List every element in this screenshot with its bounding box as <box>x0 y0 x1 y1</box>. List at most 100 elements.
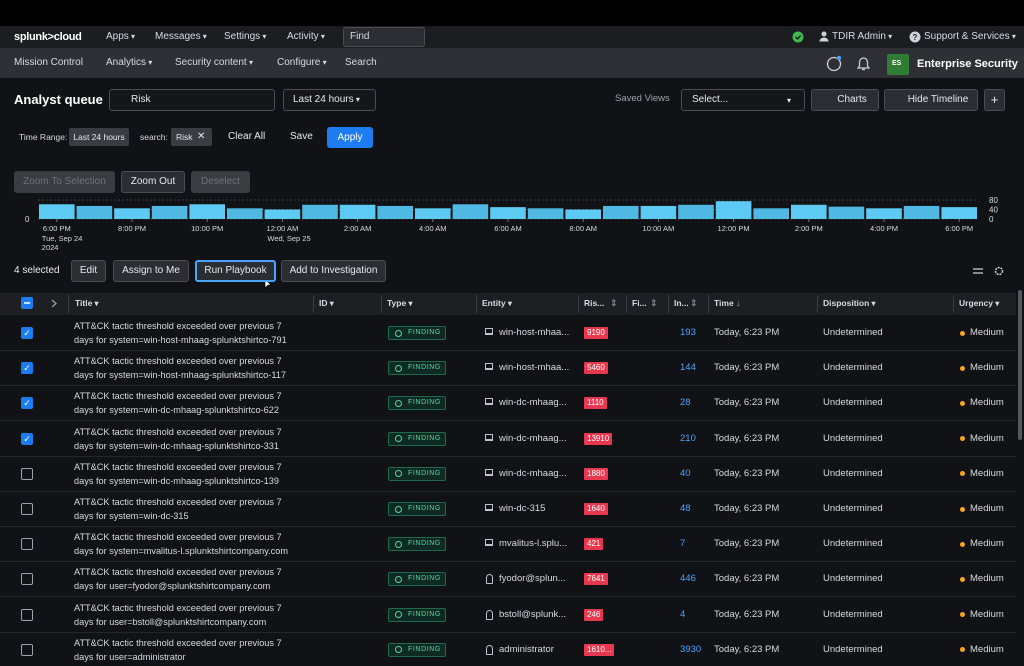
row-checkbox[interactable] <box>21 468 33 480</box>
timeline-bar[interactable] <box>265 210 301 220</box>
row-checkbox[interactable]: ✓ <box>21 362 33 374</box>
timeline-bar[interactable] <box>227 208 263 219</box>
column-header[interactable]: Urgency <box>959 296 999 311</box>
row-title[interactable]: days for system=win-host-mhaag-splunktsh… <box>74 368 286 382</box>
row-separator <box>0 526 1016 527</box>
intermediate-count[interactable]: 4 <box>680 608 685 622</box>
row-checkbox[interactable] <box>21 538 33 550</box>
row-title[interactable]: ATT&CK tactic threshold exceeded over pr… <box>74 601 282 615</box>
row-title[interactable]: ATT&CK tactic threshold exceeded over pr… <box>74 565 282 579</box>
row-title[interactable]: days for user=fyodor@splunktshirtcompany… <box>74 579 270 593</box>
entity[interactable]: administrator <box>499 643 554 657</box>
row-title[interactable]: days for user=administrator <box>74 650 186 664</box>
action-button[interactable]: Add to Investigation <box>281 260 386 282</box>
timeline-bar[interactable] <box>77 206 113 219</box>
timeline-bar[interactable] <box>114 208 150 219</box>
timeline-bar[interactable] <box>302 205 338 219</box>
row-title[interactable]: ATT&CK tactic threshold exceeded over pr… <box>74 460 282 474</box>
entity[interactable]: win-host-mhaa... <box>499 361 569 375</box>
intermediate-count[interactable]: 7 <box>680 537 685 551</box>
row-title[interactable]: ATT&CK tactic threshold exceeded over pr… <box>74 389 282 403</box>
timeline-bar[interactable] <box>829 207 865 219</box>
timeline-bar[interactable] <box>941 207 977 219</box>
entity[interactable]: win-dc-mhaag... <box>499 432 567 446</box>
row-title[interactable]: days for user=bstoll@splunktshirtcompany… <box>74 615 266 629</box>
entity[interactable]: win-dc-315 <box>499 502 545 516</box>
column-separator[interactable] <box>578 295 579 313</box>
intermediate-count[interactable]: 210 <box>680 432 696 446</box>
column-header[interactable]: Title <box>75 296 99 311</box>
column-header[interactable]: In... <box>674 296 689 310</box>
intermediate-count[interactable]: 48 <box>680 502 691 516</box>
timeline-bar[interactable] <box>753 208 789 219</box>
row-title[interactable]: days for system=win-dc-315 <box>74 509 189 523</box>
timeline-bar[interactable] <box>791 205 827 219</box>
timeline-bar[interactable] <box>603 206 639 219</box>
timeline-bar[interactable] <box>678 205 714 219</box>
timeline-bar[interactable] <box>415 208 451 219</box>
timeline-bar[interactable] <box>189 204 225 219</box>
timeline-bar[interactable] <box>528 208 564 219</box>
intermediate-count[interactable]: 28 <box>680 396 691 410</box>
timeline-bar[interactable] <box>152 206 188 219</box>
timeline-bar[interactable] <box>641 206 677 219</box>
intermediate-count[interactable]: 446 <box>680 572 696 586</box>
row-title[interactable]: ATT&CK tactic threshold exceeded over pr… <box>74 530 282 544</box>
entity[interactable]: win-dc-mhaag... <box>499 396 567 410</box>
row-title[interactable]: ATT&CK tactic threshold exceeded over pr… <box>74 354 282 368</box>
column-header[interactable]: Type <box>387 296 412 311</box>
column-separator[interactable] <box>953 295 954 313</box>
entity[interactable]: fyodor@splun... <box>499 572 566 586</box>
row-title[interactable]: ATT&CK tactic threshold exceeded over pr… <box>74 636 282 650</box>
row-checkbox[interactable]: ✓ <box>21 327 33 339</box>
column-separator[interactable] <box>817 295 818 313</box>
column-header[interactable]: Disposition <box>823 296 876 311</box>
timeline-bar[interactable] <box>340 205 376 219</box>
column-separator[interactable] <box>708 295 709 313</box>
row-checkbox[interactable] <box>21 609 33 621</box>
row-checkbox[interactable] <box>21 644 33 656</box>
timeline-bar[interactable] <box>866 208 902 219</box>
intermediate-count[interactable]: 40 <box>680 467 691 481</box>
row-checkbox[interactable]: ✓ <box>21 433 33 445</box>
column-header[interactable]: ID <box>319 296 334 311</box>
timeline-bar[interactable] <box>904 206 940 219</box>
action-button[interactable]: Run Playbook <box>195 260 276 282</box>
action-button[interactable]: Assign to Me <box>113 260 189 282</box>
column-separator[interactable] <box>668 295 669 313</box>
row-title[interactable]: days for system=win-dc-mhaag-splunktshir… <box>74 439 279 453</box>
row-title[interactable]: ATT&CK tactic threshold exceeded over pr… <box>74 495 282 509</box>
column-header[interactable]: Entity <box>482 296 512 311</box>
column-header[interactable]: Time <box>714 296 734 310</box>
column-separator[interactable] <box>476 295 477 313</box>
timeline-bar[interactable] <box>453 204 489 219</box>
entity[interactable]: bstoll@splunk... <box>499 608 566 622</box>
intermediate-count[interactable]: 3930 <box>680 643 701 657</box>
row-title[interactable]: ATT&CK tactic threshold exceeded over pr… <box>74 319 282 333</box>
row-checkbox[interactable] <box>21 503 33 515</box>
column-separator[interactable] <box>626 295 627 313</box>
timeline-bar[interactable] <box>490 207 526 219</box>
intermediate-count[interactable]: 193 <box>680 326 696 340</box>
action-button[interactable]: Edit <box>71 260 106 282</box>
column-separator[interactable] <box>68 295 69 313</box>
row-checkbox[interactable]: ✓ <box>21 397 33 409</box>
timeline-bar[interactable] <box>39 204 75 219</box>
timeline-bar[interactable] <box>716 201 752 219</box>
column-header[interactable]: Fi... <box>632 296 647 310</box>
row-checkbox[interactable] <box>21 573 33 585</box>
row-title[interactable]: ATT&CK tactic threshold exceeded over pr… <box>74 425 282 439</box>
column-header[interactable]: Ris... <box>584 296 604 310</box>
intermediate-count[interactable]: 144 <box>680 361 696 375</box>
timeline-bar[interactable] <box>565 210 601 220</box>
column-separator[interactable] <box>381 295 382 313</box>
row-title[interactable]: days for system=win-dc-mhaag-splunktshir… <box>74 403 279 417</box>
timeline-bar[interactable] <box>377 206 413 219</box>
row-title[interactable]: days for system=mvalitus-l.splunktshirtc… <box>74 544 288 558</box>
entity[interactable]: win-host-mhaa... <box>499 326 569 340</box>
entity[interactable]: win-dc-mhaag... <box>499 467 567 481</box>
column-separator[interactable] <box>313 295 314 313</box>
row-title[interactable]: days for system=win-dc-mhaag-splunktshir… <box>74 474 279 488</box>
row-title[interactable]: days for system=win-host-mhaag-splunktsh… <box>74 333 287 347</box>
entity[interactable]: mvalitus-l.splu... <box>499 537 567 551</box>
